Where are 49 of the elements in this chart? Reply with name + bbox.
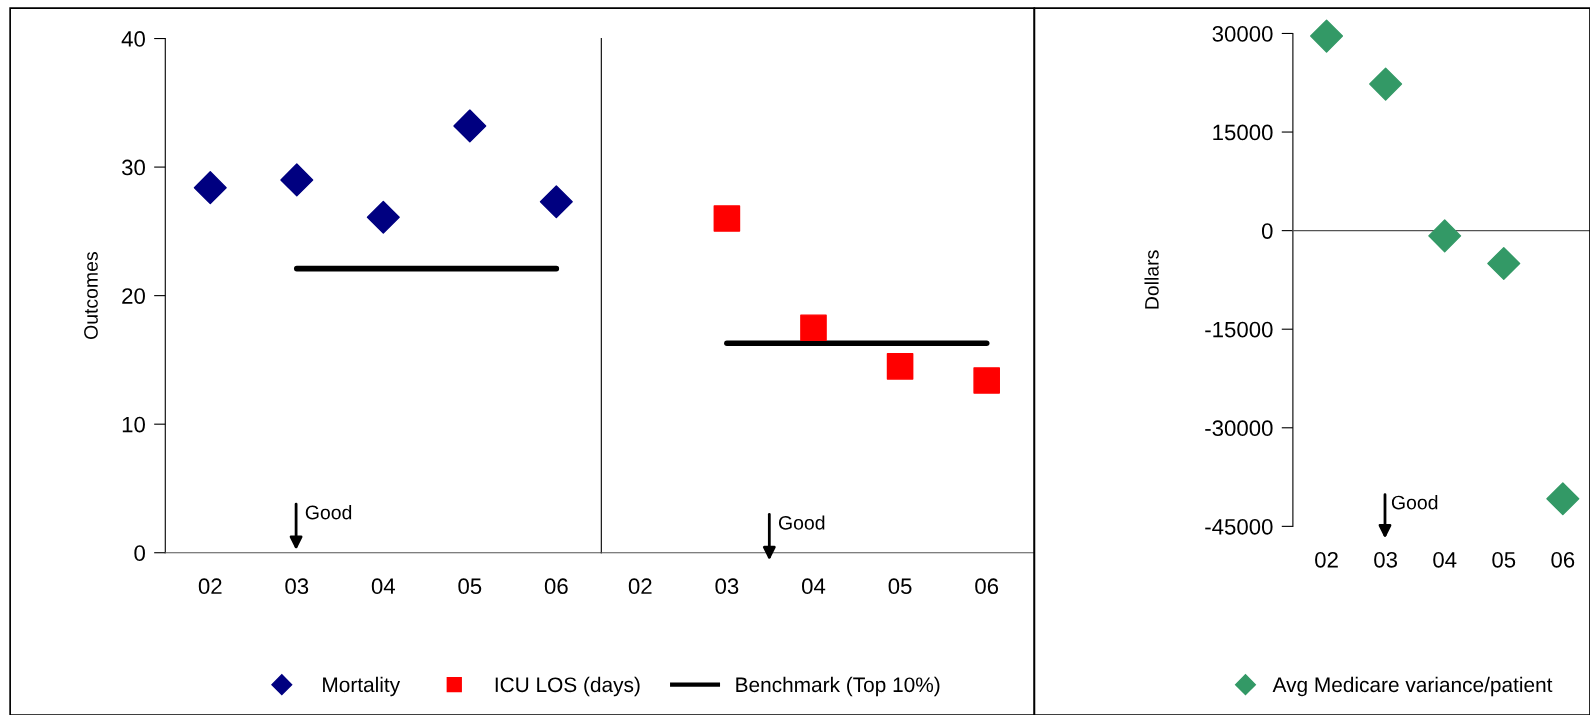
y-tick-label: 0 [1261, 223, 1273, 239]
y-tick-label: 15000 [1213, 124, 1273, 141]
y-tick-label: 30000 [1212, 26, 1273, 42]
x-tick-label: 06 [544, 578, 568, 595]
point [453, 109, 487, 143]
point [1369, 67, 1403, 101]
y-tick-label: 20 [122, 288, 145, 304]
x-tick-label: 02 [198, 578, 222, 595]
point [1310, 19, 1344, 53]
x-tick-label: 04 [1433, 551, 1457, 568]
y-tick-label: 10 [122, 416, 145, 433]
x-tick-label: 06 [1551, 551, 1575, 568]
annotation: Good [1391, 495, 1438, 510]
y-tick-label: 40 [121, 31, 145, 47]
annotation: Good [778, 515, 825, 530]
legend-label: Avg Medicare variance/patient [1272, 676, 1553, 697]
point [280, 163, 314, 197]
legend-label: ICU LOS (days) [495, 676, 640, 697]
point [1428, 219, 1462, 253]
point [1546, 482, 1580, 516]
point [366, 200, 400, 234]
x-tick-label: 03 [715, 578, 739, 595]
y-tick-label: -15000 [1205, 321, 1273, 338]
x-tick-label: 05 [888, 578, 912, 595]
point [539, 185, 573, 219]
x-tick-label: 04 [371, 578, 396, 595]
y-tick-label: 30 [121, 159, 145, 176]
x-tick-label: 04 [802, 578, 826, 595]
y-axis-title: Dollars [1144, 250, 1159, 309]
x-tick-label: 06 [975, 578, 999, 595]
point [713, 205, 741, 232]
x-tick-label: 02 [1315, 551, 1338, 568]
y-tick-label: -45000 [1205, 518, 1273, 535]
x-tick-label: 02 [628, 578, 652, 595]
y-tick-label: -30000 [1205, 420, 1273, 437]
point [193, 171, 227, 205]
y-axis-title: Outcomes [84, 252, 98, 340]
point [886, 353, 914, 380]
x-tick-label: 03 [1374, 551, 1398, 568]
legend-label: Mortality [323, 676, 401, 697]
point [1487, 246, 1521, 281]
legend-label: Benchmark (Top 10%) [736, 676, 940, 697]
x-tick-label: 05 [1492, 551, 1516, 568]
x-tick-label: 05 [458, 578, 482, 595]
x-tick-label: 03 [285, 578, 309, 595]
y-tick-label: 0 [134, 545, 145, 561]
point [973, 367, 1000, 394]
annotation: Good [305, 505, 352, 520]
point [800, 314, 827, 342]
